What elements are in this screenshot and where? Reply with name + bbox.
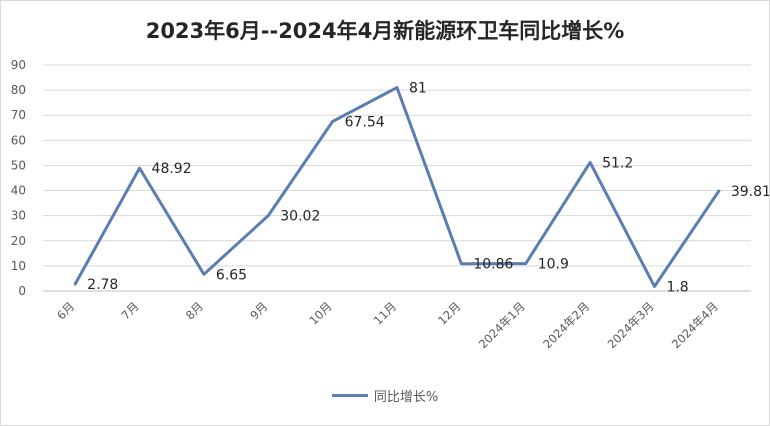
data-label: 81 <box>409 81 427 97</box>
y-tick-label: 60 <box>11 133 26 147</box>
x-tick-label: 2024年4月 <box>669 299 721 351</box>
data-label: 10.86 <box>473 257 513 273</box>
data-label: 10.9 <box>538 257 569 273</box>
series-line <box>73 86 721 288</box>
y-tick-label: 70 <box>11 108 26 122</box>
y-tick-label: 90 <box>11 58 26 72</box>
y-tick-label: 80 <box>11 83 26 97</box>
chart-title: 2023年6月--2024年4月新能源环卫车同比增长% <box>145 19 625 43</box>
y-tick-label: 20 <box>11 234 26 248</box>
x-tick-label: 2024年3月 <box>605 299 657 351</box>
x-tick-label: 2024年1月 <box>476 299 528 351</box>
x-tick-label: 6月 <box>54 299 77 322</box>
data-label: 6.65 <box>216 267 247 283</box>
y-tick-label: 0 <box>18 284 26 298</box>
data-label: 48.92 <box>152 161 192 177</box>
x-tick-label: 10月 <box>306 299 334 327</box>
data-label: 51.2 <box>602 155 633 171</box>
x-tick-label: 9月 <box>247 299 270 322</box>
legend-series-label: 同比增长% <box>373 390 439 405</box>
x-tick-label: 12月 <box>435 299 463 327</box>
y-tick-label: 30 <box>11 209 26 223</box>
x-tick-label: 8月 <box>183 299 206 322</box>
data-label: 30.02 <box>280 209 320 225</box>
legend-series-swatch <box>331 394 368 397</box>
y-tick-label: 10 <box>11 259 26 273</box>
data-label: 1.8 <box>666 279 688 295</box>
chart-legend: 同比增长% <box>1 386 769 405</box>
y-tick-label: 40 <box>11 184 26 198</box>
data-label: 2.78 <box>87 277 118 293</box>
data-label: 39.81 <box>731 184 769 200</box>
x-tick-label: 2024年2月 <box>540 299 592 351</box>
y-tick-label: 50 <box>11 158 26 172</box>
x-tick-label: 11月 <box>371 299 399 327</box>
data-label: 67.54 <box>345 114 385 130</box>
x-tick-label: 7月 <box>118 299 141 322</box>
